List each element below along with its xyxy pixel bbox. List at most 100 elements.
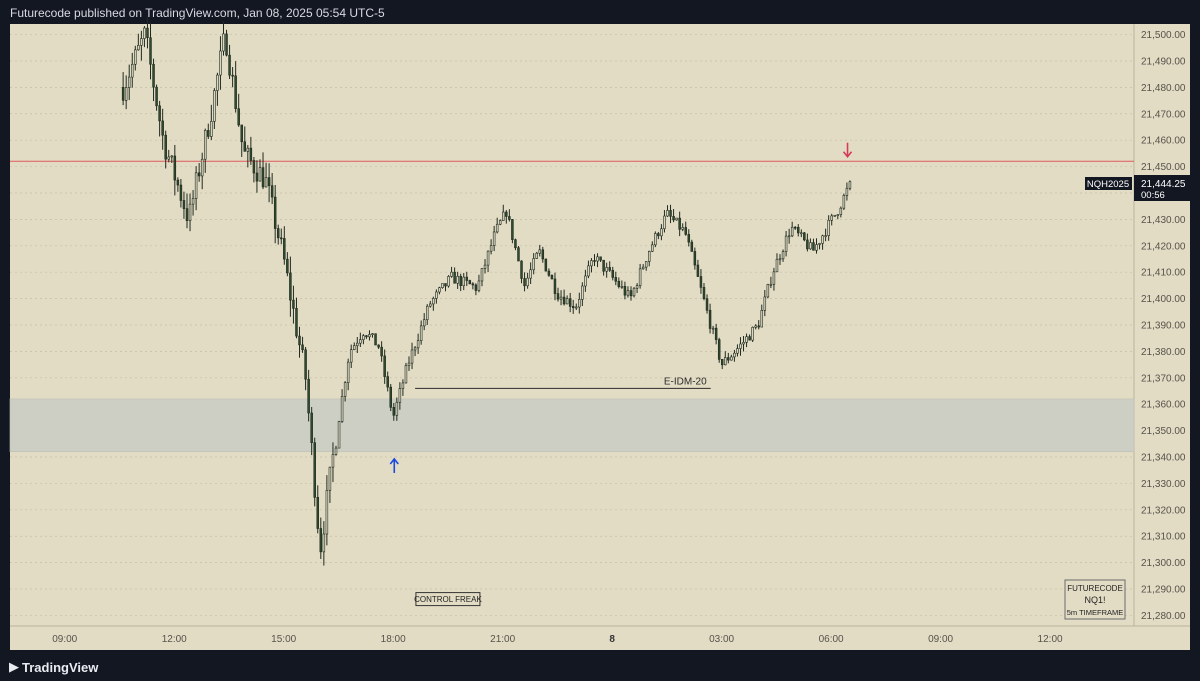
candle-up xyxy=(495,223,499,233)
candle-up xyxy=(170,155,174,158)
price-tick-label: 21,300.00 xyxy=(1141,558,1186,569)
candle-up xyxy=(362,335,365,340)
candle-up xyxy=(733,352,736,358)
candle-down xyxy=(459,275,462,286)
candle-down xyxy=(611,270,614,278)
candle-down xyxy=(523,278,526,287)
candle-down xyxy=(316,497,320,529)
candle-down xyxy=(608,267,611,271)
publish-info-text: Futurecode published on TradingView.com,… xyxy=(10,6,385,20)
candle-down xyxy=(286,258,289,274)
price-tick-label: 21,500.00 xyxy=(1141,30,1186,41)
candle-up xyxy=(143,27,146,39)
arrow-head xyxy=(389,457,399,465)
candle-down xyxy=(307,378,310,414)
time-tick-label: 09:00 xyxy=(52,634,77,645)
price-axis[interactable] xyxy=(1134,24,1190,626)
candle-up xyxy=(489,245,493,252)
candle-down xyxy=(797,227,800,234)
candle-down xyxy=(149,37,152,65)
candle-up xyxy=(432,298,435,305)
candle-down xyxy=(392,407,396,416)
tradingview-logo[interactable]: ▶︎ TradingView xyxy=(9,659,98,675)
candle-up xyxy=(578,299,581,308)
symbol-tag-bg xyxy=(1085,177,1132,190)
candle-up xyxy=(775,258,779,273)
candle-down xyxy=(629,290,633,297)
price-tick-label: 21,380.00 xyxy=(1141,347,1186,358)
candle-down xyxy=(225,33,228,56)
candle-down xyxy=(270,185,274,198)
candle-up xyxy=(246,147,250,152)
candle-up xyxy=(356,342,359,346)
candle-up xyxy=(340,396,344,422)
candle-up xyxy=(575,306,578,309)
demand-zone xyxy=(9,398,1135,453)
candle-down xyxy=(176,179,180,186)
time-tick-label: 12:00 xyxy=(1038,634,1063,645)
candle-down xyxy=(544,258,548,272)
candle-up xyxy=(401,382,405,389)
candle-down xyxy=(690,241,694,252)
candle-down xyxy=(678,217,681,230)
candle-down xyxy=(292,299,295,309)
candle-up xyxy=(438,287,441,293)
candle-down xyxy=(164,134,167,160)
time-tick-label: 09:00 xyxy=(928,634,953,645)
candle-up xyxy=(590,260,593,267)
price-tick-label: 21,330.00 xyxy=(1141,479,1186,490)
candle-up xyxy=(450,271,453,277)
price-tick-label: 21,430.00 xyxy=(1141,215,1186,226)
candle-up xyxy=(787,235,791,238)
time-tick-label: 18:00 xyxy=(381,634,406,645)
candle-down xyxy=(714,327,718,340)
info-box: FUTURECODE NQ1! 5m TIMEFRAME xyxy=(1064,579,1126,620)
candle-up xyxy=(398,388,402,403)
candle-up xyxy=(371,333,374,335)
candle-down xyxy=(699,276,703,288)
candle-down xyxy=(310,412,313,443)
candle-up xyxy=(191,198,195,205)
candle-down xyxy=(614,277,618,282)
candle-down xyxy=(793,226,797,229)
price-tick-label: 21,320.00 xyxy=(1141,505,1186,516)
annotation-lines xyxy=(10,160,1134,389)
candle-up xyxy=(620,286,624,288)
candle-down xyxy=(505,211,508,217)
candle-down xyxy=(252,160,256,174)
candle-up xyxy=(353,345,356,350)
candle-up xyxy=(188,203,192,221)
publish-header: Futurecode published on TradingView.com,… xyxy=(0,0,1200,24)
candle-up xyxy=(809,242,812,250)
time-tick-label: 06:00 xyxy=(819,634,844,645)
info-box-symbol: NQ1! xyxy=(1084,595,1105,605)
price-tick-label: 21,290.00 xyxy=(1141,585,1186,596)
candle-down xyxy=(289,272,292,301)
candle-up xyxy=(213,90,216,122)
candle-up xyxy=(222,33,225,52)
candle-up xyxy=(836,214,840,216)
time-axis-labels: 09:00 12:00 15:00 18:00 21:00 8 03:00 06:00 09:0… xyxy=(52,634,1063,645)
candle-down xyxy=(280,237,283,240)
candle-up xyxy=(742,342,745,345)
candle-up xyxy=(845,187,849,196)
price-tick-label: 21,390.00 xyxy=(1141,321,1186,332)
candle-up xyxy=(848,181,852,189)
zone-rect xyxy=(9,398,1135,453)
candle-up xyxy=(842,195,846,209)
candle-up xyxy=(337,421,341,449)
candle-down xyxy=(550,275,554,280)
candle-up xyxy=(784,235,788,252)
candle-up xyxy=(766,284,770,298)
info-box-timeframe: 5m TIMEFRAME xyxy=(1067,608,1124,617)
candle-up xyxy=(416,340,420,349)
candle-up xyxy=(626,290,630,296)
time-axis[interactable] xyxy=(10,626,1190,650)
candle-up xyxy=(751,327,754,341)
candle-up xyxy=(422,319,426,327)
candle-up xyxy=(778,258,782,261)
candle-up xyxy=(529,269,532,279)
candle-down xyxy=(261,167,265,188)
candle-up xyxy=(830,215,833,221)
